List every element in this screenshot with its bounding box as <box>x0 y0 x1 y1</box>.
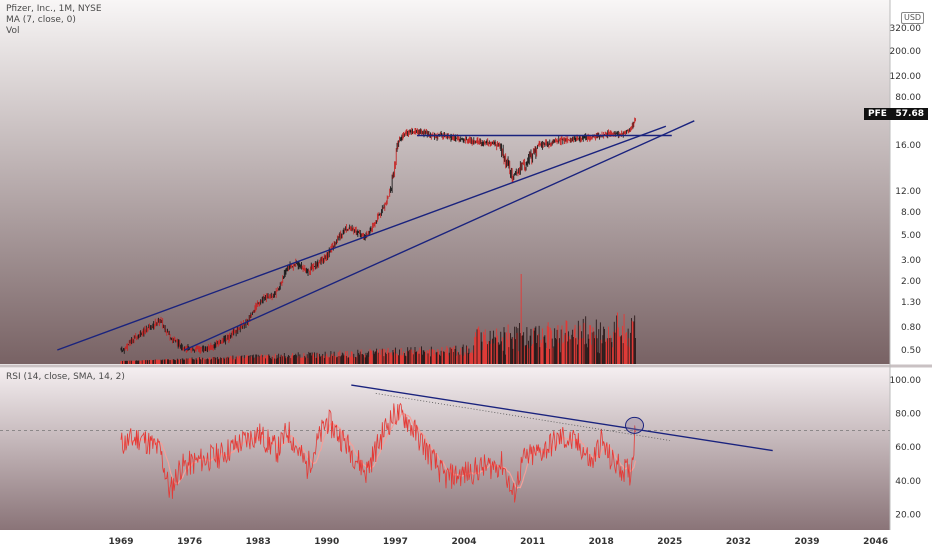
rsi-plot <box>0 384 890 503</box>
rsi-breakout-circle[interactable] <box>625 416 645 434</box>
price-tick-label: 80.00 <box>895 93 921 103</box>
rsi-trendline[interactable] <box>351 384 773 452</box>
currency-button[interactable]: USD <box>901 12 925 24</box>
rsi-tick-label: 40.00 <box>895 477 921 487</box>
time-tick-label: 2011 <box>520 537 545 547</box>
price-tick-label: 3.00 <box>901 256 921 266</box>
time-tick-label: 2018 <box>589 537 614 547</box>
rsi-legend: RSI (14, close, SMA, 14, 2) <box>6 372 125 383</box>
rsi-line <box>120 402 636 503</box>
volume-legend[interactable]: Vol <box>6 26 20 36</box>
badge-price: 57.68 <box>895 109 924 119</box>
time-tick-label: 2032 <box>726 537 751 547</box>
price-legend: Pfizer, Inc., 1M, NYSE MA (7, close, 0) … <box>6 4 102 37</box>
badge-symbol: PFE <box>868 109 887 119</box>
price-tick-label: 120.00 <box>890 72 922 82</box>
time-tick-label: 2039 <box>794 537 819 547</box>
rsi-tick-label: 80.00 <box>895 410 921 420</box>
price-panel[interactable] <box>0 0 890 364</box>
time-tick-label: 2046 <box>863 537 888 547</box>
time-tick-label: 1990 <box>314 537 339 547</box>
rsi-tick-label: 100.00 <box>890 376 922 386</box>
volume-bars <box>120 274 636 364</box>
trendlines <box>57 120 695 351</box>
price-tick-label: 1.30 <box>901 298 921 308</box>
rsi-tick-label: 20.00 <box>895 510 921 520</box>
price-tick-label: 0.50 <box>901 346 921 356</box>
time-tick-label: 1969 <box>108 537 133 547</box>
ma-legend[interactable]: MA (7, close, 0) <box>6 15 76 25</box>
price-axis[interactable]: 320.00 200.00 120.00 80.00 16.00 12.00 8.00 5.0… <box>890 24 922 356</box>
price-tick-label: 0.80 <box>901 323 921 333</box>
last-price-badge: PFE 57.68 <box>864 108 928 120</box>
price-tick-label: 5.00 <box>901 231 921 241</box>
price-tick-label: 320.00 <box>890 24 922 34</box>
time-axis[interactable]: 1969 1976 1983 1990 1997 2004 2011 2018 2025 2032… <box>108 537 888 547</box>
time-tick-label: 2025 <box>657 537 682 547</box>
price-tick-label: 8.00 <box>901 208 921 218</box>
time-tick-label: 2004 <box>451 537 476 547</box>
time-tick-label: 1976 <box>177 537 202 547</box>
price-tick-label: 200.00 <box>890 47 922 57</box>
price-tick-label: 16.00 <box>895 141 921 151</box>
symbol-title[interactable]: Pfizer, Inc., 1M, NYSE <box>6 4 102 14</box>
rsi-axis[interactable]: 100.00 80.00 60.00 40.00 20.00 <box>890 376 922 520</box>
time-tick-label: 1997 <box>383 537 408 547</box>
rsi-panel[interactable] <box>0 368 890 530</box>
price-tick-label: 12.00 <box>895 187 921 197</box>
price-tick-label: 2.00 <box>901 277 921 287</box>
rsi-tick-label: 60.00 <box>895 443 921 453</box>
time-tick-label: 1983 <box>246 537 271 547</box>
trendline[interactable] <box>57 125 667 351</box>
rsi-title[interactable]: RSI (14, close, SMA, 14, 2) <box>6 372 125 382</box>
trendline[interactable] <box>184 120 695 351</box>
